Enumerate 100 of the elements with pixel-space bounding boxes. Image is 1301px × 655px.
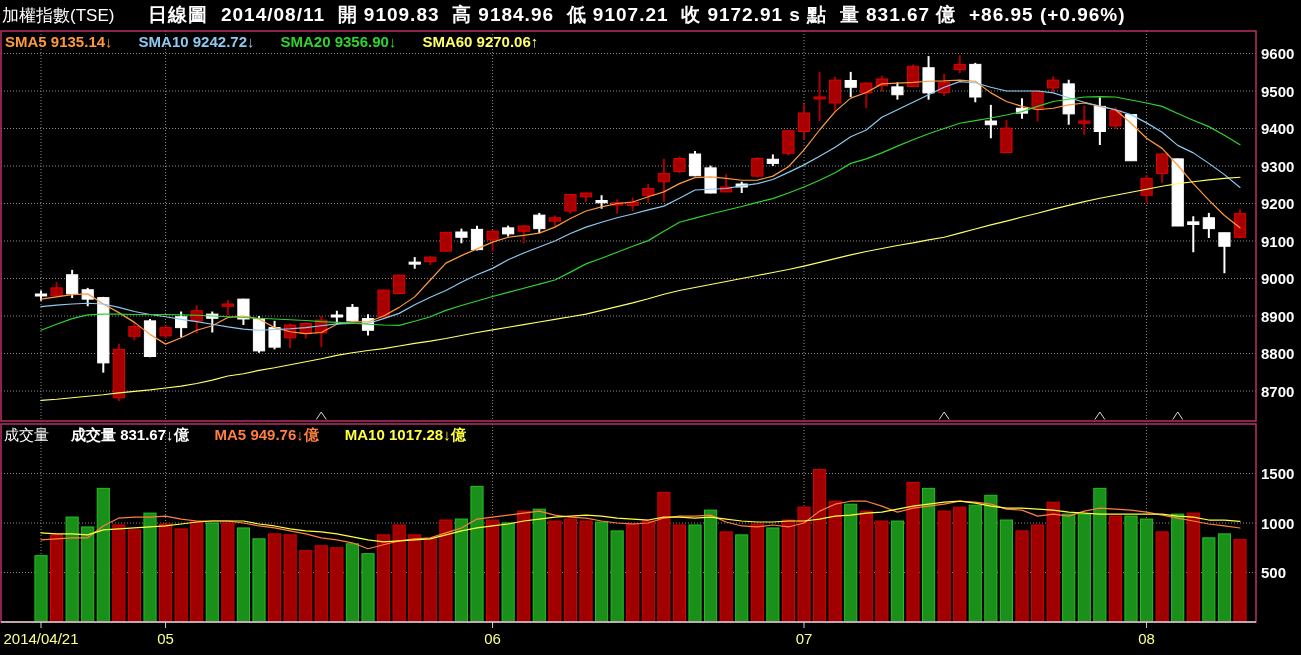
bar (1171, 513, 1185, 623)
bar (828, 500, 842, 623)
bar (205, 522, 219, 623)
candlestick (237, 297, 250, 326)
chart-title: 加權指數(TSE) (2, 6, 115, 25)
bar (844, 503, 858, 623)
text: SMA20 9356.90↓ (280, 33, 397, 50)
bar (517, 510, 531, 623)
candlestick (1218, 231, 1231, 275)
annotation: 成交量 831.67↓億 (70, 426, 190, 443)
bar (50, 534, 64, 623)
bar (501, 522, 515, 623)
bar (532, 508, 546, 623)
candlestick (813, 70, 826, 122)
x-tick-label: 06 (484, 630, 501, 647)
y-tick-label: 8700 (1261, 382, 1295, 400)
text: SMA5 9135.14↓ (5, 33, 113, 50)
candlestick (829, 75, 842, 112)
bar (750, 523, 764, 623)
bar (377, 534, 391, 623)
bar (96, 487, 110, 623)
x-tick-label: 07 (795, 630, 813, 647)
bar (174, 528, 188, 623)
y-tick-label: 9100 (1261, 232, 1295, 250)
bar (953, 506, 967, 623)
bar (984, 494, 998, 623)
bar (439, 519, 453, 623)
bar (922, 487, 936, 623)
bar (361, 553, 375, 623)
chart-title: 成交量 (4, 426, 49, 443)
candlestick (984, 103, 997, 140)
candlestick (1109, 106, 1122, 131)
candlestick (1187, 215, 1200, 254)
bar (252, 538, 266, 623)
bar (704, 509, 718, 623)
bar (268, 533, 282, 623)
candlestick (782, 129, 795, 157)
text: MA10 1017.28↓億 (344, 426, 467, 443)
candlestick (66, 268, 79, 299)
bar (236, 527, 250, 623)
bar (423, 538, 437, 623)
candlestick (1140, 174, 1153, 205)
bar (1031, 524, 1045, 623)
y-tick-label: 1500 (1261, 465, 1295, 482)
bar (1202, 537, 1216, 623)
bar (968, 504, 982, 623)
bar (610, 530, 624, 623)
bar (626, 523, 640, 623)
bar (345, 543, 359, 623)
bar (875, 520, 889, 623)
bar (595, 521, 609, 623)
candlestick (564, 193, 577, 215)
bar (1093, 487, 1107, 623)
bar (392, 524, 406, 623)
y-tick-label: 8900 (1261, 307, 1295, 325)
bar (641, 520, 655, 623)
bar (81, 526, 95, 623)
x-tick-label: 2014/04/21 (3, 630, 79, 647)
candlestick (688, 150, 702, 178)
candlestick (470, 224, 484, 252)
y-tick-label: 9500 (1261, 82, 1295, 100)
bar (1233, 539, 1247, 623)
line-series (40, 176, 1241, 401)
x-tick-label: 08 (1138, 630, 1155, 647)
text: MA5 949.76↓億 (214, 426, 320, 443)
bar (766, 527, 780, 623)
bar (672, 524, 686, 623)
bar (1155, 531, 1169, 623)
text: SMA60 9270.06↑ (422, 33, 539, 50)
bar (859, 510, 873, 623)
bar (221, 522, 235, 623)
bar (112, 524, 126, 623)
candlestick (797, 103, 811, 141)
bar (735, 534, 749, 623)
bar (34, 555, 48, 623)
y-tick-label: 500 (1261, 564, 1287, 581)
y-tick-label: 9300 (1261, 157, 1295, 175)
bar (330, 547, 344, 623)
bar (1186, 512, 1200, 623)
x-tick-label: 05 (157, 630, 174, 647)
candlestick (860, 81, 873, 110)
candlestick (268, 319, 281, 351)
y-tick-label: 9200 (1261, 195, 1295, 212)
bar (159, 523, 173, 623)
bar (127, 529, 141, 623)
bar (190, 521, 204, 623)
y-tick-label: 1000 (1261, 514, 1295, 532)
bar (906, 481, 920, 623)
bar (470, 485, 484, 623)
candlestick (1202, 211, 1215, 239)
candlestick (642, 183, 655, 204)
candlestick (751, 156, 764, 178)
text: SMA10 9242.72↓ (138, 33, 255, 50)
bar (283, 534, 297, 623)
bar (1124, 515, 1138, 623)
y-tick-label: 9600 (1261, 45, 1295, 62)
bar (1062, 513, 1076, 623)
bar (314, 545, 328, 623)
bar (937, 510, 951, 623)
bar (719, 531, 733, 623)
